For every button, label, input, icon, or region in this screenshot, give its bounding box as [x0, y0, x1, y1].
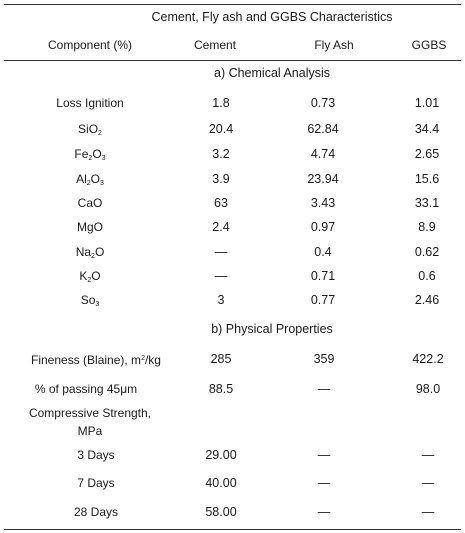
row-label: K2O	[79, 269, 101, 284]
flyash-value: 0.73	[310, 96, 336, 110]
flyash-value: 0.77	[310, 293, 336, 307]
cement-value: 3.9	[212, 172, 230, 186]
row-label: Fineness (Blaine), m2/kg	[31, 353, 161, 367]
ggbs-value: 2.46	[414, 293, 440, 307]
table-title: Cement, Fly ash and GGBS Characteristics	[151, 10, 393, 24]
flyash-value: —	[317, 505, 331, 519]
cement-value: 1.8	[212, 96, 230, 110]
row-label: MPa	[77, 424, 103, 438]
header-ggbs: GGBS	[411, 38, 447, 52]
row-label: Al2O3	[76, 172, 104, 187]
flyash-value: —	[317, 476, 331, 490]
strength-label-row-2: MPa	[0, 420, 465, 442]
header-flyash: Fly Ash	[314, 38, 354, 52]
table-row: Al2O3 3.9 23.94 15.6	[0, 168, 465, 190]
row-label: 28 Days	[73, 505, 119, 519]
flyash-value: —	[317, 448, 331, 462]
row-label: Loss Ignition	[56, 96, 124, 110]
table-row: SiO2 20.4 62.84 34.4	[0, 118, 465, 140]
cement-value: 58.00	[205, 505, 237, 519]
cement-value: —	[214, 269, 228, 283]
row-label: 7 Days	[77, 476, 115, 490]
ggbs-value: 0.62	[414, 245, 440, 259]
cement-value: 3.2	[212, 147, 230, 161]
flyash-value: 4.74	[310, 147, 336, 161]
ggbs-value: 15.6	[414, 172, 440, 186]
row-label: % of passing 45μm	[34, 382, 138, 396]
table-row: Loss Ignition 1.8 0.73 1.01	[0, 92, 465, 114]
flyash-value: 3.43	[310, 196, 336, 210]
ggbs-value: 8.9	[418, 220, 436, 234]
table-row: CaO 63 3.43 33.1	[0, 192, 465, 214]
ggbs-value: —	[421, 448, 435, 462]
cement-value: —	[214, 245, 228, 259]
table-row: 28 Days 58.00 — —	[0, 501, 465, 523]
strength-label-row: Compressive Strength,	[0, 402, 465, 424]
table-row: MgO 2.4 0.97 8.9	[0, 216, 465, 238]
table-row: Na2O — 0.4 0.62	[0, 241, 465, 263]
top-rule	[4, 4, 461, 5]
row-label: Fe2O3	[74, 147, 106, 162]
flyash-value: —	[317, 382, 331, 396]
table-row: K2O — 0.71 0.6	[0, 265, 465, 287]
ggbs-value: —	[421, 476, 435, 490]
ggbs-value: 98.0	[415, 382, 441, 396]
flyash-value: 0.97	[310, 220, 336, 234]
cement-value: 285	[210, 352, 232, 366]
ggbs-value: 34.4	[414, 122, 440, 136]
cement-value: 40.00	[205, 476, 237, 490]
table-row: Fe2O3 3.2 4.74 2.65	[0, 143, 465, 165]
section-physical-properties: b) Physical Properties	[211, 322, 333, 336]
flyash-value: 0.71	[310, 269, 336, 283]
header-row: Component (%) Cement Fly Ash GGBS	[0, 34, 465, 56]
ggbs-value: 422.2	[412, 352, 444, 366]
bottom-rule	[4, 529, 461, 530]
flyash-value: 23.94	[307, 172, 339, 186]
row-label: Compressive Strength,	[28, 406, 152, 420]
section-chemical-analysis: a) Chemical Analysis	[213, 66, 331, 80]
table-row: % of passing 45μm 88.5 — 98.0	[0, 378, 465, 400]
header-rule	[4, 60, 461, 61]
row-label: So3	[80, 293, 100, 308]
cement-value: 29.00	[205, 448, 237, 462]
table-row: 7 Days 40.00 — —	[0, 472, 465, 494]
cement-value: 63	[214, 196, 228, 210]
ggbs-value: 33.1	[414, 196, 440, 210]
table-row: Fineness (Blaine), m2/kg 285 359 422.2	[0, 348, 465, 370]
row-label: Na2O	[75, 245, 105, 260]
flyash-value: 359	[313, 352, 335, 366]
row-label: CaO	[77, 196, 103, 210]
ggbs-value: 1.01	[414, 96, 440, 110]
row-label: MgO	[76, 220, 104, 234]
row-label: SiO2	[78, 122, 102, 137]
table-row: 3 Days 29.00 — —	[0, 444, 465, 466]
row-label: 3 Days	[77, 448, 115, 462]
cement-value: 3	[217, 293, 225, 307]
flyash-value: 0.4	[314, 245, 332, 259]
flyash-value: 62.84	[307, 122, 339, 136]
ggbs-value: 2.65	[414, 147, 440, 161]
table-row: So3 3 0.77 2.46	[0, 289, 465, 311]
ggbs-value: 0.6	[418, 269, 436, 283]
header-component: Component (%)	[47, 38, 133, 52]
ggbs-value: —	[421, 505, 435, 519]
cement-value: 88.5	[208, 382, 234, 396]
cement-value: 20.4	[208, 122, 234, 136]
cement-value: 2.4	[212, 220, 230, 234]
header-cement: Cement	[193, 38, 237, 52]
